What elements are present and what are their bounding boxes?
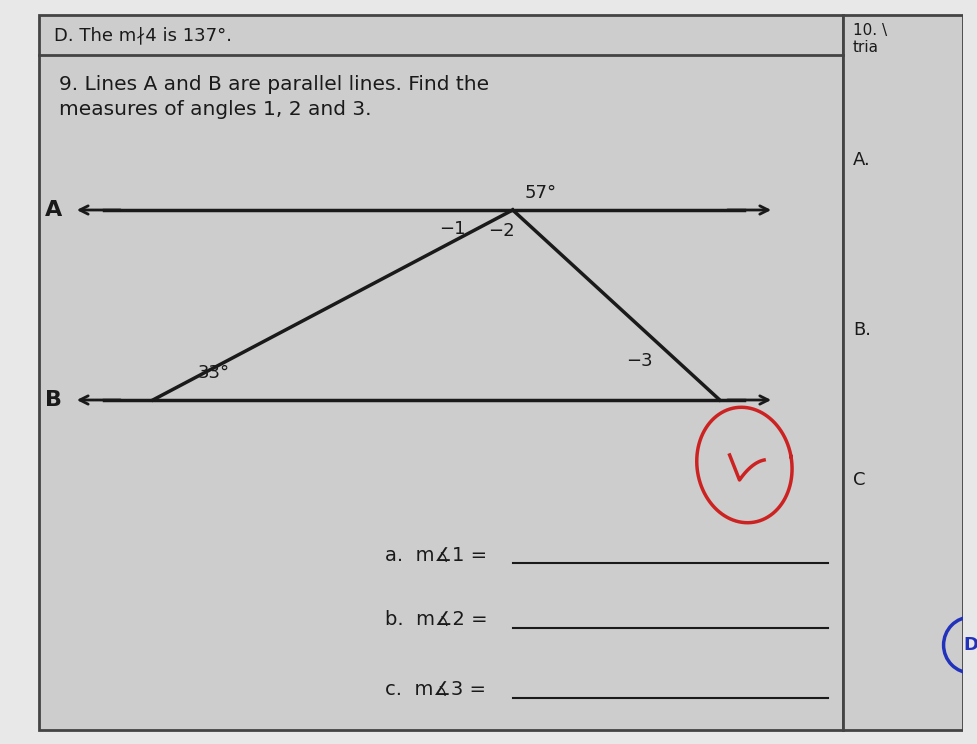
Text: −1: −1 [439,220,465,238]
Text: c.  m∡3 =: c. m∡3 = [385,681,491,699]
Text: −2: −2 [488,222,515,240]
Text: −3: −3 [626,352,653,370]
Text: b.  m∡2 =: b. m∡2 = [385,611,493,629]
Text: 57°: 57° [525,184,557,202]
Text: A.: A. [853,151,871,169]
Text: 10. \: 10. \ [853,22,887,37]
Text: B.: B. [853,321,871,339]
Text: A: A [45,200,63,220]
Text: D: D [963,636,977,654]
Text: 9. Lines A and B are parallel lines. Find the: 9. Lines A and B are parallel lines. Fin… [60,75,489,94]
Bar [843,15,963,730]
Text: measures of angles 1, 2 and 3.: measures of angles 1, 2 and 3. [60,100,371,119]
Text: 33°: 33° [197,364,230,382]
Text: B: B [45,390,63,410]
Text: C: C [853,471,866,489]
Text: D. The m∤4 is 137°.: D. The m∤4 is 137°. [55,26,233,44]
Text: a.  m∡1 =: a. m∡1 = [385,545,493,565]
Bar [39,15,843,730]
Text: tria: tria [853,39,879,54]
